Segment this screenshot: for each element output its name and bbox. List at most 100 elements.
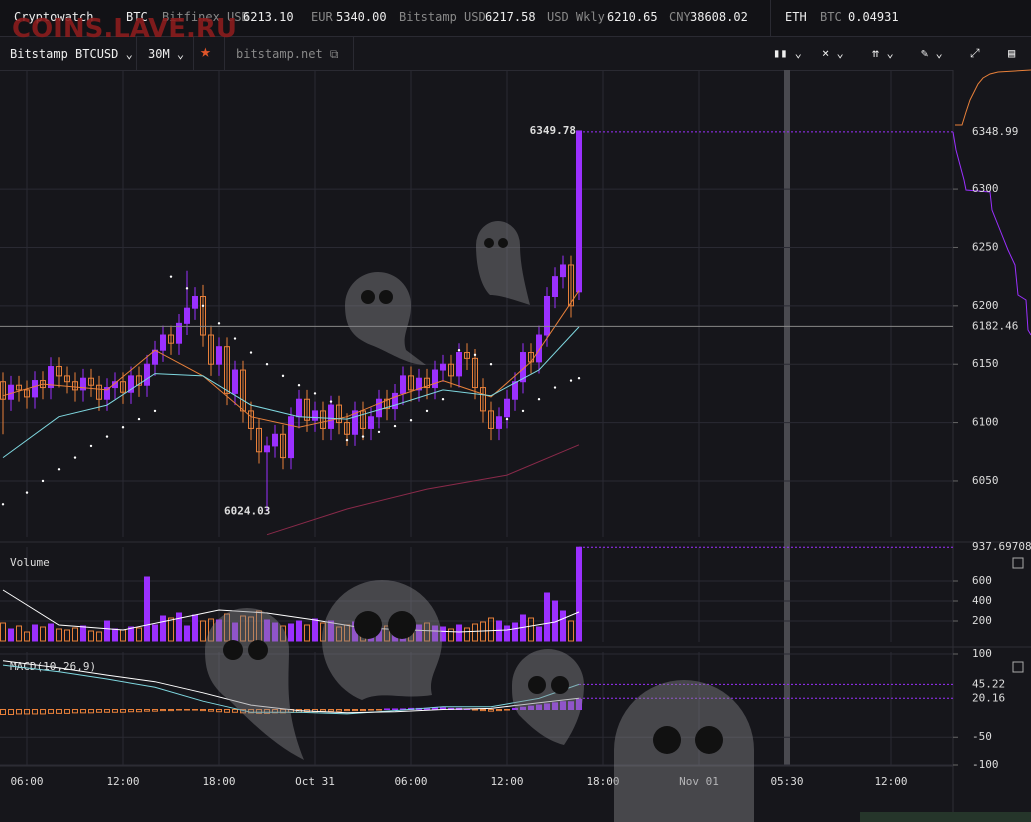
- pair-base[interactable]: ETH: [785, 10, 807, 24]
- close-macd[interactable]: [1012, 661, 1024, 673]
- candle-body: [120, 381, 126, 393]
- candle-body: [280, 433, 286, 459]
- sar-dot: [281, 374, 285, 378]
- interval-select[interactable]: 30M ⌄: [148, 47, 185, 61]
- market-select[interactable]: Bitstamp BTCUSD ⌄: [10, 47, 133, 61]
- divider: [136, 37, 137, 70]
- base-currency[interactable]: BTC: [126, 10, 148, 24]
- cursor-line: [784, 70, 790, 765]
- brand[interactable]: Cryptowatch: [14, 10, 94, 24]
- ticker-value: 5340.00: [336, 10, 387, 24]
- macd-histogram: [200, 708, 206, 712]
- candle-body: [144, 363, 150, 386]
- candle-body: [480, 387, 486, 412]
- macd-histogram: [384, 708, 390, 710]
- sar-dot: [41, 479, 45, 483]
- macd-histogram: [160, 708, 166, 712]
- sar-dot: [297, 384, 301, 387]
- macd-histogram: [64, 708, 70, 714]
- candle-body: [456, 352, 462, 377]
- y-tick-label: -50: [972, 730, 992, 743]
- candle-body: [472, 357, 478, 389]
- candle-body: [496, 416, 502, 429]
- interval: 30M: [148, 47, 170, 61]
- draw-button[interactable]: ✎ ⌄: [921, 46, 943, 60]
- macd-histogram: [144, 708, 150, 712]
- candle-body: [504, 398, 510, 418]
- macd-histogram: [80, 708, 86, 714]
- volume-bar: [80, 625, 86, 642]
- settings-button[interactable]: ▤: [1008, 46, 1016, 60]
- macd-histogram: [328, 708, 334, 712]
- volume-bar: [568, 620, 574, 642]
- ticker-label: EUR: [311, 10, 333, 24]
- marks: 06:00 12:00 18:00 Oct 31 06:00 12:00 18:00 Nov …: [0, 70, 1031, 788]
- volume-bar: [56, 628, 62, 642]
- depth-ask: [955, 69, 1031, 126]
- macd-histogram: [528, 705, 534, 710]
- macd-histogram: [544, 703, 550, 710]
- macd-histogram: [216, 708, 222, 713]
- sar-dot: [249, 351, 253, 354]
- star-icon[interactable]: ★: [200, 41, 211, 62]
- macd-histogram: [360, 708, 366, 712]
- candle-body: [424, 377, 430, 389]
- market: Bitstamp BTCUSD: [10, 47, 119, 61]
- candle-body: [24, 389, 30, 398]
- level-label: 6182.46: [972, 319, 1018, 332]
- macd-histogram: [152, 708, 158, 712]
- candle-body: [8, 384, 14, 400]
- candle-body: [440, 363, 446, 371]
- y-tick-label: 400: [972, 594, 992, 607]
- volume-bar: [336, 626, 342, 642]
- volume-bar: [96, 631, 102, 642]
- fullscreen-button[interactable]: ⤢: [970, 46, 980, 60]
- annotation: 6349.78: [530, 124, 576, 137]
- x-tick-label: Nov 01: [679, 775, 719, 788]
- candle-body: [552, 276, 558, 297]
- macd-histogram: [48, 708, 54, 714]
- macd-histogram: [352, 708, 358, 712]
- volume-bar: [0, 622, 6, 642]
- volume-bar: [176, 612, 182, 642]
- x-tick-label: 12:00: [106, 775, 139, 788]
- candle-body: [296, 398, 302, 418]
- close-volume[interactable]: [1012, 557, 1024, 569]
- ticker-value: 6210.65: [607, 10, 658, 24]
- compare-button[interactable]: ⇈ ⌄: [872, 46, 894, 60]
- panel-title: Volume: [10, 556, 50, 569]
- candle-body: [320, 410, 326, 429]
- divider: [353, 37, 354, 70]
- sar-dot: [201, 304, 205, 308]
- sar-dot: [505, 417, 509, 421]
- sar-dot: [89, 444, 93, 448]
- indicator-button[interactable]: ⨯ ⌄: [822, 46, 844, 60]
- moving-average: [2, 290, 580, 428]
- macd-histogram: [16, 708, 22, 715]
- macd-histogram: [0, 708, 6, 715]
- candle-body: [512, 381, 518, 400]
- volume-bar: [416, 624, 422, 642]
- macd-histogram: [112, 708, 118, 713]
- status-strip: [860, 812, 1031, 822]
- macd-histogram: [88, 708, 94, 714]
- macd-histogram: [504, 708, 510, 711]
- pair-quote: BTC: [820, 10, 842, 24]
- candle-body: [32, 380, 38, 398]
- sar-dot: [569, 379, 573, 382]
- candle-body: [208, 334, 214, 365]
- volume-bar: [312, 618, 318, 642]
- last-price-label: 6348.99: [972, 125, 1018, 138]
- candle-body: [384, 398, 390, 410]
- macd-line: [2, 660, 580, 714]
- volume-bar: [576, 546, 582, 642]
- x-tick-label: 12:00: [490, 775, 523, 788]
- volume-bar: [536, 626, 542, 642]
- exchange-link[interactable]: bitstamp.net ⧉: [236, 47, 339, 61]
- macd-histogram: [336, 708, 342, 712]
- macd-histogram: [496, 708, 502, 712]
- candle-body: [448, 363, 454, 377]
- chart-type-button[interactable]: ▮▮ ⌄: [773, 46, 802, 60]
- ticker-label: Bitstamp USD: [399, 10, 486, 24]
